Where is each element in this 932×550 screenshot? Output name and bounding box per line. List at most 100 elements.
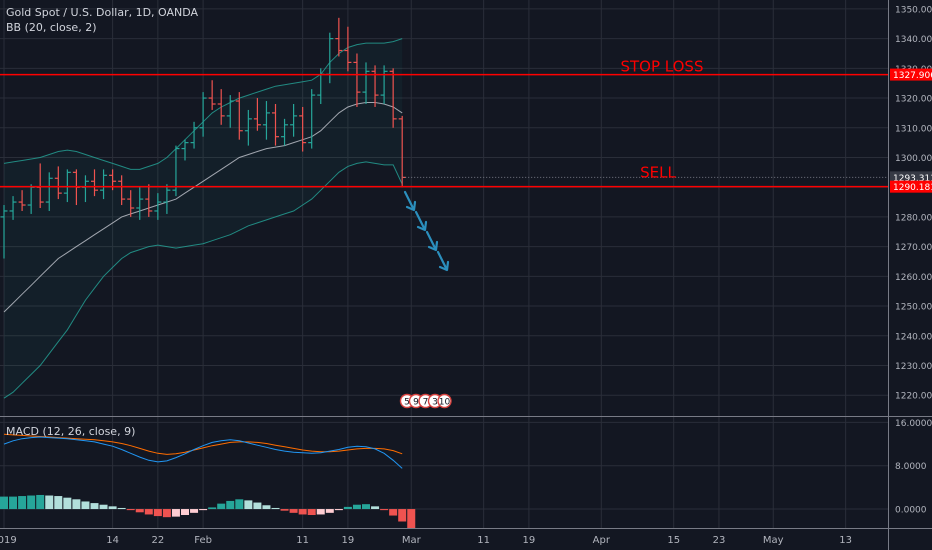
macd-histogram-bar (126, 509, 135, 511)
macd-histogram-bar (298, 509, 307, 515)
time-axis-tick-label: Feb (194, 535, 212, 546)
forecast-arrow-head (405, 200, 417, 212)
price-tag-label: 1327.906 (893, 71, 932, 81)
event-badge-circle (437, 393, 452, 409)
ohlc-bar (272, 104, 279, 146)
ohlc-bar (127, 190, 135, 217)
bollinger-basis-line (3, 102, 403, 313)
ohlc-bar (389, 68, 397, 128)
macd-histogram-bar (135, 509, 144, 513)
macd-histogram-bar (407, 509, 416, 528)
forecast-arrow-shaft (414, 210, 426, 230)
forecast-arrow-icon (436, 250, 450, 272)
macd-histogram-bar (289, 509, 298, 513)
price-tag-label: 1290.181 (893, 183, 932, 193)
macd-legend[interactable]: MACD (12, 26, close, 9) (6, 425, 136, 438)
time-axis-tick-label: Apr (593, 535, 611, 546)
price-axis-tick-label: 1340.000 (895, 35, 932, 45)
time-axis-tick-label: 2019 (0, 535, 17, 546)
price-axis-tick-label: 1310.000 (895, 124, 932, 134)
macd-histogram-bar (81, 501, 90, 510)
price-axis-tick-label: 1240.000 (895, 332, 932, 342)
ohlc-bar (335, 17, 343, 57)
macd-histogram-bar (226, 500, 235, 510)
event-badge-label: 3 (432, 398, 438, 408)
macd-histogram-bar (108, 506, 117, 510)
ohlc-bar (163, 184, 171, 214)
macd-histogram-bar (99, 504, 108, 510)
macd-histogram-bar (190, 509, 199, 513)
macd-histogram-bar (171, 509, 180, 517)
price-tag-background (890, 171, 932, 184)
macd-histogram-bar (244, 500, 253, 510)
event-badge-label: 7 (423, 398, 429, 408)
ohlc-bar (362, 62, 370, 104)
time-axis-tick-label: 19 (342, 535, 355, 546)
macd-histogram-bar (63, 497, 72, 510)
ohlc-bar (118, 175, 126, 206)
macd-histogram-bar (144, 509, 153, 515)
forecast-arrow-icon (425, 230, 439, 252)
macd-histogram-bar (380, 509, 389, 511)
macd-histogram-bar (217, 503, 226, 510)
ohlc-bar (18, 190, 26, 211)
sell-label: SELL (640, 164, 676, 182)
macd-axis-tick-label: 0.0000 (895, 506, 927, 516)
event-badge: 10 (437, 393, 452, 409)
time-axis-tick-label: 19 (523, 535, 536, 546)
ohlc-bar (308, 89, 316, 149)
event-badge-label: 5 (404, 398, 410, 408)
ohlc-bar (154, 193, 162, 220)
macd-axis-tick-label: 8.0000 (895, 462, 927, 472)
macd-histogram-bar (117, 507, 126, 510)
forecast-arrow-head (427, 240, 439, 252)
price-tag-background (890, 68, 932, 81)
macd-histogram-bar (371, 506, 380, 510)
ohlc-bar (9, 196, 17, 220)
time-axis-tick-label: 23 (713, 535, 726, 546)
macd-histogram-bar (262, 505, 271, 510)
ohlc-bar (172, 145, 180, 197)
macd-histogram-bar (235, 499, 244, 510)
forecast-arrow-icon (414, 210, 428, 232)
price-tag: 1327.906 (890, 68, 932, 81)
forecast-arrow-head (416, 220, 428, 232)
macd-histogram-bar (18, 496, 27, 510)
price-tag-background (890, 180, 932, 193)
ohlc-bar (208, 80, 216, 110)
ohlc-bar (299, 106, 307, 152)
symbol-legend[interactable]: Gold Spot / U.S. Dollar, 1D, OANDA (6, 6, 199, 19)
ohlc-bar (262, 101, 270, 140)
price-tag-label: 1293.311 (893, 174, 932, 184)
price-axis-tick-label: 1260.000 (895, 273, 932, 283)
ohlc-bar (0, 205, 8, 259)
price-axis-tick-label: 1280.000 (895, 213, 932, 223)
stop-loss-label: STOP LOSS (621, 58, 704, 76)
macd-histogram-bar (153, 509, 162, 517)
forecast-arrow-icon (403, 190, 417, 212)
price-tag: 1290.181 (890, 180, 932, 193)
macd-histogram-bar (36, 494, 45, 510)
macd-histogram-bar (208, 507, 217, 510)
macd-histogram-bar (334, 509, 343, 511)
time-axis-tick-label: 14 (106, 535, 119, 546)
macd-histogram-bar (307, 509, 316, 516)
price-axis-tick-label: 1350.000 (895, 5, 932, 15)
forecast-arrow-shaft (403, 190, 415, 210)
ohlc-bar (253, 98, 261, 131)
macd-histogram-bar (27, 495, 36, 510)
price-axis-tick-label: 1270.000 (895, 243, 932, 253)
macd-histogram-bar (280, 509, 289, 511)
price-axis-tick-label: 1300.000 (895, 154, 932, 164)
macd-histogram-bar (325, 509, 334, 513)
ohlc-bar (63, 169, 71, 203)
macd-histogram-bar (90, 503, 99, 510)
forecast-arrow-shaft (436, 250, 448, 270)
ohlc-bar (235, 92, 243, 140)
macd-histogram-bar (343, 506, 352, 510)
price-axis-tick-label: 1220.000 (895, 392, 932, 402)
time-axis-tick-label: May (763, 535, 784, 546)
ohlc-bar (244, 109, 252, 146)
bollinger-legend[interactable]: BB (20, close, 2) (6, 21, 97, 34)
